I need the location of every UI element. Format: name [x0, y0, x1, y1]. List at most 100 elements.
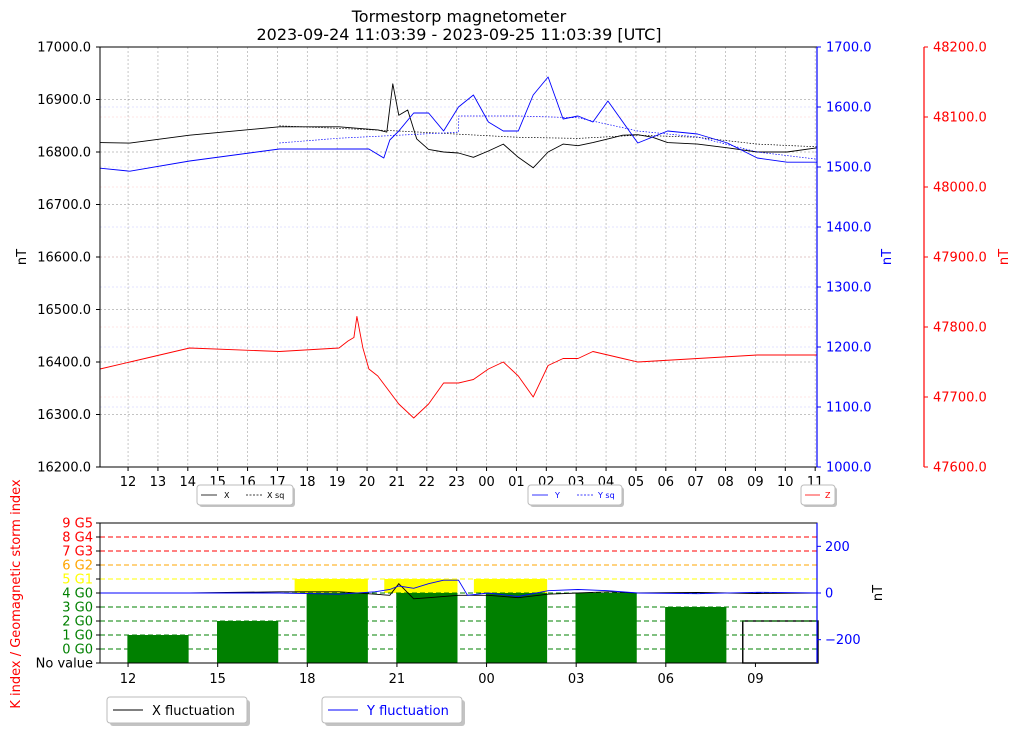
top-x-tick-label: 08: [717, 475, 734, 490]
legend-x-label: X: [224, 491, 230, 500]
fluctuation-y-tick-label: 0: [825, 587, 833, 602]
left-y-tick-label: 16200.0: [37, 461, 91, 476]
right1-y-tick-label: 1400.0: [826, 221, 872, 236]
right1-y-tick-label: 1300.0: [826, 281, 872, 296]
bottom-x-tick-label: 12: [120, 672, 137, 687]
top-x-tick-label: 14: [180, 475, 197, 490]
bottom-x-tick-label: 21: [389, 672, 406, 687]
legend-x: X X sq: [196, 484, 295, 507]
k-bar: [396, 593, 458, 663]
k-level-label: 8 G4: [62, 531, 93, 546]
top-x-tick-label: 13: [150, 475, 167, 490]
k-level-label: No value: [36, 657, 93, 672]
series-x-fluctuation-line: [100, 583, 818, 600]
right1-y-tick-label: 1200.0: [826, 341, 872, 356]
series-z-line: [99, 316, 817, 419]
right1-y-tick-label: 1100.0: [826, 401, 872, 416]
series-x-sq-line: [279, 125, 818, 148]
k-level-label: 7 G3: [62, 545, 93, 560]
left-y-tick-label: 16500.0: [37, 303, 91, 318]
series-x-line: [99, 83, 818, 169]
k-level-label: 4 G0: [62, 587, 93, 602]
right2-y-tick-label: 48000.0: [933, 181, 987, 196]
legend-y-fluctuation: Y fluctuation: [321, 696, 465, 726]
right1-y-tick-label: 1500.0: [826, 161, 872, 176]
left-y-tick-label: 16900.0: [37, 93, 91, 108]
k-level-label: 3 G0: [62, 601, 93, 616]
left-y-tick-label: 16700.0: [37, 198, 91, 213]
legend-z: Z: [800, 484, 837, 507]
top-x-tick-label: 19: [329, 475, 346, 490]
series-y-fluctuation-line: [100, 579, 818, 597]
right1-y-tick-label: 1000.0: [826, 461, 872, 476]
k-bar-peak: [473, 579, 548, 593]
legend-y-label: Y: [554, 491, 560, 500]
legend-z-label: Z: [825, 491, 831, 500]
fluctuation-y-tick-label: 200: [825, 540, 850, 555]
k-index-bars: [127, 579, 819, 664]
right2-y-tick-label: 48200.0: [933, 41, 987, 56]
series-y-sq-line: [279, 115, 818, 160]
k-level-label: 1 G0: [62, 629, 93, 644]
top-x-tick-label: 06: [658, 475, 675, 490]
right1-y-tick-label: 1700.0: [826, 41, 872, 56]
top-x-tick-label: 12: [120, 475, 137, 490]
left-y-tick-label: 16400.0: [37, 356, 91, 371]
bottom-x-tick-label: 15: [209, 672, 226, 687]
top-x-tick-label: 00: [478, 475, 495, 490]
left-y-tick-label: 17000.0: [37, 41, 91, 56]
right2-y-tick-label: 47900.0: [933, 251, 987, 266]
fluctuation-y-tick-label: −200: [825, 633, 861, 648]
legend-y: Y Y sq: [527, 484, 624, 507]
top-x-tick-label: 21: [389, 475, 406, 490]
right1-axis-label: nT: [880, 249, 895, 265]
fluctuation-series: [100, 579, 818, 600]
k-level-label: 2 G0: [62, 615, 93, 630]
bottom-x-tick-label: 00: [478, 672, 495, 687]
top-x-tick-label: 22: [419, 475, 436, 490]
right2-y-tick-label: 47700.0: [933, 391, 987, 406]
bottom-x-tick-label: 18: [299, 672, 316, 687]
top-x-tick-label: 05: [628, 475, 645, 490]
top-grid: [100, 46, 817, 468]
top-x-tick-label: 20: [359, 475, 376, 490]
left-y-tick-label: 16600.0: [37, 251, 91, 266]
bottom-x-tick-label: 06: [658, 672, 675, 687]
chart-title: Tormestorp magnetometer: [351, 7, 567, 26]
top-series: [99, 76, 818, 419]
k-level-label: 6 G2: [62, 559, 93, 574]
bottom-x-tick-label: 09: [747, 672, 764, 687]
right2-y-tick-label: 47600.0: [933, 461, 987, 476]
bottom-right-axis-label: nT: [871, 585, 886, 601]
series-y-line: [99, 76, 817, 172]
top-x-tick-label: 18: [299, 475, 316, 490]
left-y-tick-label: 16300.0: [37, 408, 91, 423]
top-x-tick-label: 01: [508, 475, 525, 490]
k-level-label: 5 G1: [62, 573, 93, 588]
k-bar-empty: [742, 620, 819, 664]
left-axis-label: nT: [15, 249, 30, 265]
right2-axis-label: nT: [997, 249, 1012, 265]
left-y-tick-label: 16800.0: [37, 146, 91, 161]
k-bar: [306, 593, 368, 663]
k-bar-peak: [294, 579, 368, 593]
legend-x-fluctuation: X fluctuation: [106, 696, 250, 726]
k-bar: [575, 593, 637, 663]
k-bar: [217, 621, 279, 663]
legend-ysq-label: Y sq: [597, 491, 615, 500]
right2-y-tick-label: 47800.0: [933, 321, 987, 336]
right2-y-tick-label: 48100.0: [933, 111, 987, 126]
right1-y-tick-label: 1600.0: [826, 101, 872, 116]
legend-y-fluctuation-label: Y fluctuation: [366, 704, 449, 719]
chart-subtitle: 2023-09-24 11:03:39 - 2023-09-25 11:03:3…: [256, 25, 661, 44]
bottom-x-tick-label: 03: [568, 672, 585, 687]
top-x-tick-label: 09: [747, 475, 764, 490]
k-level-label: 0 G0: [62, 643, 93, 658]
top-x-tick-label: 10: [777, 475, 794, 490]
k-bar: [485, 593, 548, 663]
legend-xsq-label: X sq: [267, 491, 284, 500]
legend-x-fluctuation-label: X fluctuation: [152, 704, 235, 719]
top-x-tick-label: 23: [448, 475, 465, 490]
